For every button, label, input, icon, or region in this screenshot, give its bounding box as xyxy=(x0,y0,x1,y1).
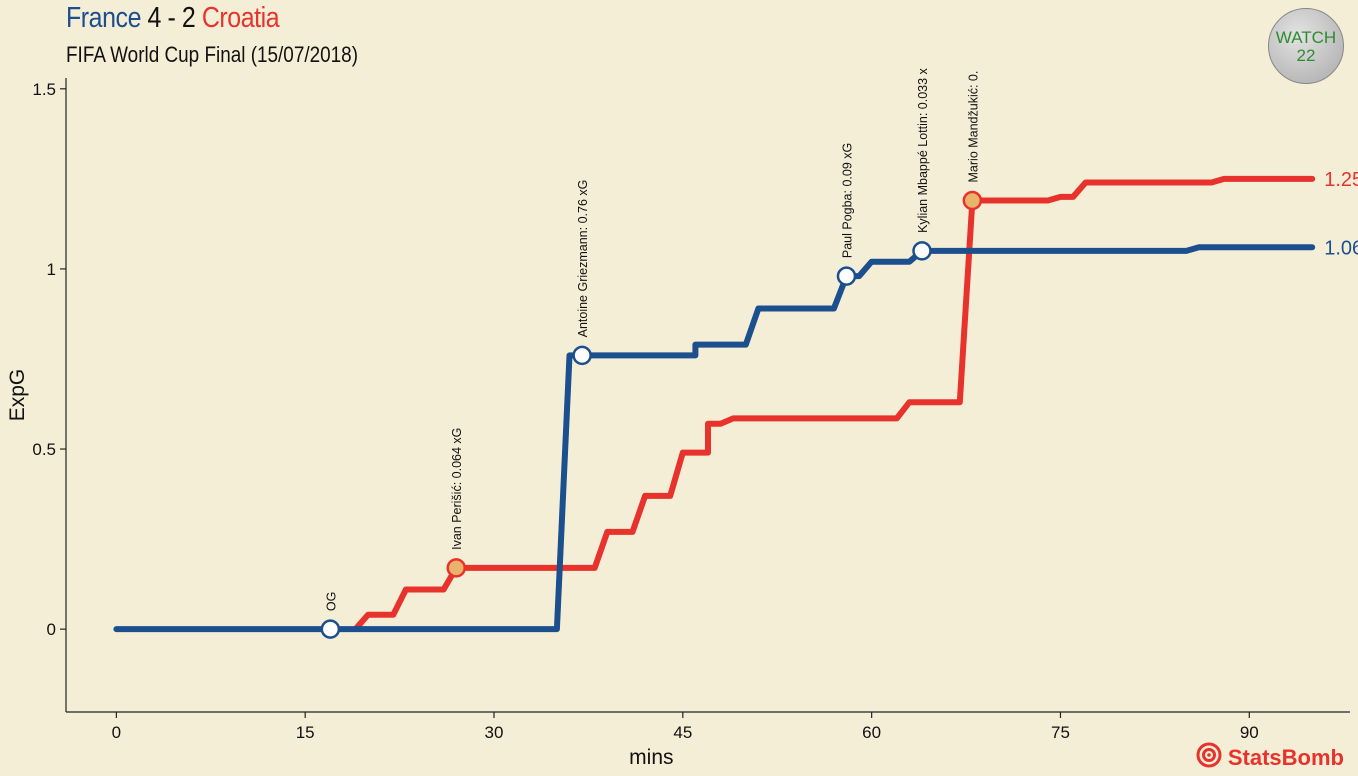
x-tick-label: 15 xyxy=(296,723,315,742)
x-tick-label: 45 xyxy=(673,723,692,742)
goal-marker xyxy=(962,190,983,211)
y-tick-label: 1.5 xyxy=(32,80,56,99)
x-tick-label: 30 xyxy=(485,723,504,742)
y-tick-label: 0 xyxy=(47,620,56,639)
badge-line2: 22 xyxy=(1296,46,1316,65)
goal-label: OG xyxy=(324,592,338,611)
y-axis-title: ExpG xyxy=(6,369,29,422)
statsbomb-logo: StatsBomb xyxy=(1196,742,1344,774)
x-tick-label: 75 xyxy=(1051,723,1070,742)
badge-line1: WATCH xyxy=(1275,28,1337,47)
goal-marker xyxy=(912,241,932,261)
series-line-croatia xyxy=(352,175,1316,633)
series-line-france xyxy=(113,244,1316,633)
goal-marker xyxy=(836,266,857,286)
brand-name: StatsBomb xyxy=(1227,745,1344,770)
goal-label: Antoine Griezmann: 0.76 xG xyxy=(576,180,590,338)
goal-marker xyxy=(446,558,466,578)
team1-name: France xyxy=(66,2,142,34)
goal-marker xyxy=(320,619,341,639)
goal-marker xyxy=(572,345,592,366)
y-tick-label: 1 xyxy=(47,260,56,279)
team2-name: Croatia xyxy=(201,2,280,34)
y-tick-label: 0.5 xyxy=(32,440,56,459)
end-value-label-france: 1.06 xyxy=(1324,237,1358,259)
target-icon xyxy=(1196,742,1222,774)
goal-label: Paul Pogba: 0.09 xG xyxy=(840,143,854,258)
chart-title: France 4 - 2 Croatia xyxy=(66,2,280,35)
x-axis-title: mins xyxy=(629,746,673,769)
x-tick-label: 90 xyxy=(1240,723,1259,742)
goal-label: Kylian Mbappé Lottin: 0.033 x xyxy=(916,67,930,232)
watch22-logo: WATCH 22 xyxy=(1268,8,1344,84)
chart-subtitle: FIFA World Cup Final (15/07/2018) xyxy=(66,42,359,67)
end-value-label-croatia: 1.25 xyxy=(1324,169,1358,191)
x-tick-label: 60 xyxy=(862,723,881,742)
x-tick-label: 0 xyxy=(112,723,121,742)
score: 4 - 2 xyxy=(147,2,196,34)
goal-label: Mario Mandžukić: 0. xyxy=(966,71,980,183)
goal-label: Ivan Perišić: 0.064 xG xyxy=(450,428,464,550)
